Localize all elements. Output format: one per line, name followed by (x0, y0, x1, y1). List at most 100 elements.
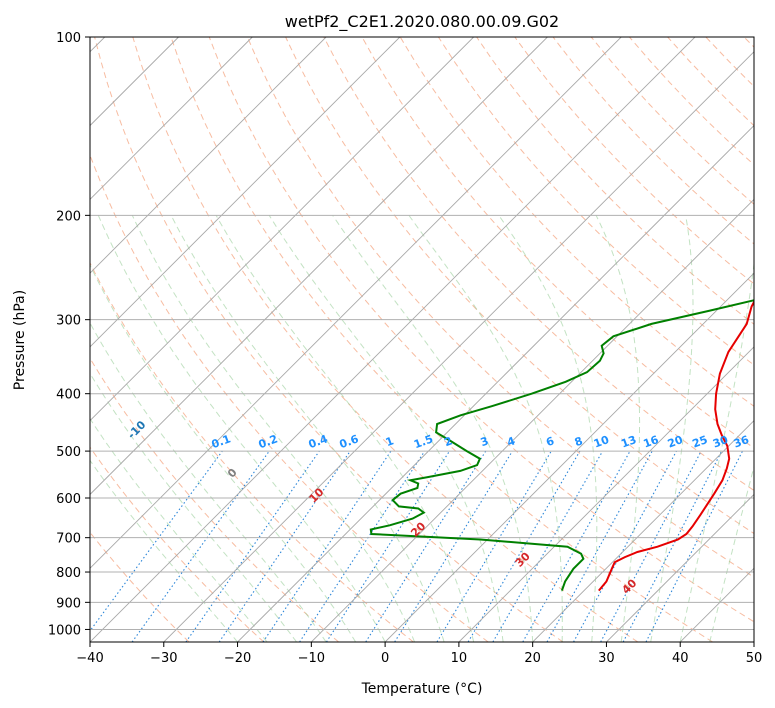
plot-frame (89, 36, 755, 643)
isotherm-line (311, 198, 754, 642)
dry-adiabat-line (90, 261, 414, 642)
x-tick-label: 30 (598, 651, 615, 666)
isotherm-line (679, 567, 754, 642)
dry-adiabat-label: -40 (33, 549, 56, 572)
chart-title: wetPf2_C2E1.2020.080.00.09.G02 (285, 12, 559, 32)
mixing-ratio-line (218, 450, 351, 642)
isotherm-line (90, 37, 253, 200)
dry-adiabat-line (590, 37, 754, 205)
dry-adiabat-line (629, 37, 754, 166)
moist-adiabat-line (131, 215, 416, 642)
x-tick-label: 20 (524, 651, 541, 666)
moist-adiabat-line (679, 259, 754, 642)
mixing-ratio-label: 30 (711, 433, 730, 451)
dry-adiabat-line (132, 37, 639, 642)
x-axis-label: Temperature (°C) (361, 681, 483, 697)
isotherm-line (606, 493, 754, 642)
mixing-ratio-line (492, 450, 604, 642)
mixing-ratio-label: 0.6 (338, 432, 361, 451)
dry-adiabat-line (246, 37, 754, 578)
mixing-ratio-label: 36 (732, 433, 751, 451)
x-tick-label: 10 (451, 651, 468, 666)
moist-adiabat-line (90, 372, 297, 642)
moist-adiabat-line (595, 215, 641, 642)
mixing-ratio-label: 8 (573, 434, 585, 449)
mixing-ratio-line (299, 450, 426, 642)
mixing-ratio-label: 0.1 (210, 432, 233, 451)
x-tick-label: −30 (150, 651, 177, 666)
mixing-ratio-label: 10 (592, 433, 611, 451)
moist-adiabat-line (170, 215, 445, 642)
axis-ticks: −40 −30 −20 −10 0 10 20 30 40 5010020030040050060… (48, 31, 762, 666)
isotherm-line (90, 37, 474, 422)
mixing-ratio-line (600, 450, 702, 642)
mixing-ratio-label: 13 (619, 433, 638, 450)
isotherm-line (237, 124, 754, 642)
isotherm-line (458, 346, 754, 642)
y-tick-label: 800 (56, 566, 81, 581)
moist-adiabat-line (90, 459, 238, 642)
dry-adiabat-line (90, 446, 265, 642)
moist-adiabat-line (268, 215, 504, 642)
mixing-ratio-line (325, 450, 450, 642)
plot-area: -100-90-80-70-60-50-40-30-20-10010203040… (33, 37, 754, 642)
dry-adiabat-line (514, 37, 754, 285)
isotherm-line (753, 641, 754, 642)
dry-adiabat-line (285, 37, 754, 535)
isotherm-line (532, 420, 754, 642)
mixing-ratio-label: 2 (442, 434, 454, 449)
y-tick-label: 300 (56, 314, 81, 329)
moist-adiabat-line (498, 215, 598, 642)
mixing-ratio-label: 25 (691, 433, 710, 450)
isotherm-line (90, 37, 548, 496)
mixing-ratio-line (394, 450, 513, 642)
mixing-ratio-label: 3 (479, 434, 491, 449)
isotherm-line (90, 37, 327, 274)
isotherm-line (90, 37, 696, 642)
x-tick-label: 40 (672, 651, 689, 666)
x-tick-label: 50 (746, 651, 763, 666)
y-tick-label: 500 (56, 445, 81, 460)
moist-adiabat-line (332, 215, 534, 642)
dry-adiabat-label: 40 (619, 576, 639, 596)
dry-adiabat-line (476, 37, 754, 325)
mixing-ratio-label: 20 (666, 433, 685, 451)
dewpoint-profile (369, 299, 754, 591)
mixing-ratio-label: 1.5 (412, 432, 435, 451)
mixing-ratio-label: 16 (642, 433, 661, 451)
mixing-ratio-label: 0.4 (307, 432, 330, 451)
isotherm-line (90, 37, 622, 569)
moist-adiabat-line (90, 321, 327, 642)
dry-adiabat-line (90, 531, 190, 642)
y-tick-label: 700 (56, 532, 81, 547)
dry-adiabat-line (90, 357, 339, 642)
y-tick-label: 900 (56, 596, 81, 611)
isotherm-line (163, 51, 754, 642)
dry-adiabat-label: 30 (513, 549, 533, 569)
mixing-ratio-line (365, 450, 487, 642)
dry-adiabat-line (323, 37, 754, 492)
moist-adiabat-line (408, 215, 563, 642)
moist-adiabat-line (90, 417, 268, 642)
dry-adiabat-line (94, 37, 564, 642)
dry-adiabat-line (705, 37, 754, 87)
mixing-ratio-label: 0.2 (257, 432, 280, 451)
x-tick-label: −40 (76, 651, 103, 666)
mixing-ratio-line (436, 450, 552, 642)
temperature-profile (598, 299, 754, 592)
mixing-ratio-line (522, 450, 631, 642)
dry-adiabat-line (667, 37, 754, 127)
mixing-ratio-line (573, 450, 677, 642)
moist-adiabat-line (215, 215, 475, 642)
isotherm-line (384, 272, 754, 642)
moist-adiabat-line (650, 215, 694, 642)
moist-adiabat-line (90, 263, 357, 642)
mixing-ratio-label: 4 (505, 434, 517, 449)
dry-adiabat-line (170, 37, 713, 642)
x-tick-label: −20 (224, 651, 251, 666)
y-tick-label: 1000 (48, 623, 81, 638)
mixing-ratio-line (262, 450, 392, 642)
dry-adiabat-label: -10 (125, 418, 148, 441)
y-tick-label: 100 (56, 31, 81, 46)
